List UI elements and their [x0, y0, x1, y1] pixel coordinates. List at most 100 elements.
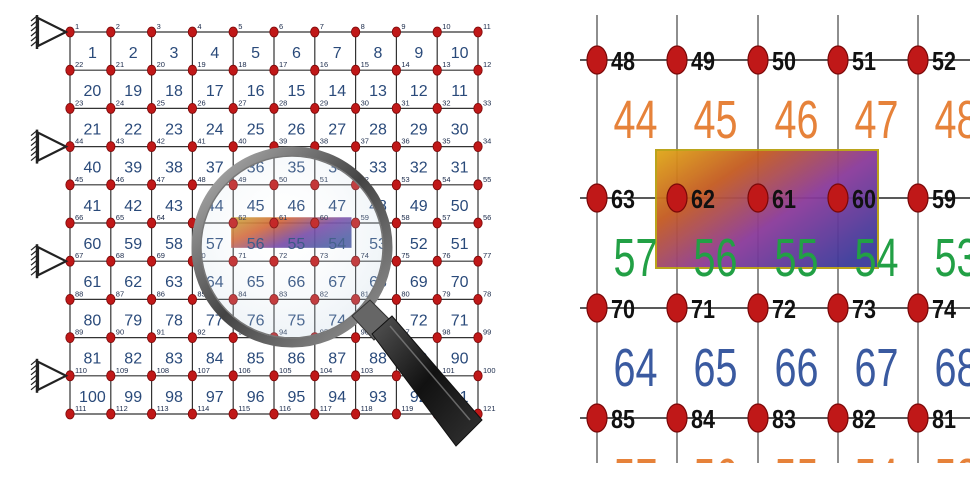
- node-number: 46: [116, 175, 124, 184]
- node-marker: [65, 103, 75, 114]
- node-marker: [187, 179, 197, 191]
- node-marker: [106, 217, 116, 229]
- element-number: 79: [124, 312, 142, 329]
- node-number: 61: [772, 184, 796, 214]
- element-number: 85: [247, 351, 265, 368]
- node-marker: [187, 103, 197, 114]
- node-marker: [432, 103, 442, 114]
- node-number: 112: [116, 404, 128, 413]
- element-number: 88: [369, 351, 387, 368]
- node-number: 98: [442, 328, 450, 337]
- node-number: 18: [238, 60, 246, 69]
- node-marker: [391, 103, 401, 114]
- node-number: 77: [483, 251, 491, 260]
- node-marker: [310, 26, 320, 38]
- node-marker: [187, 293, 197, 305]
- element-number: 33: [369, 160, 387, 177]
- node-marker: [586, 403, 608, 433]
- node-number: 82: [852, 404, 876, 434]
- node-number: 70: [611, 294, 635, 324]
- element-number: 54: [855, 448, 899, 488]
- node-number: 10: [442, 22, 450, 31]
- node-marker: [432, 255, 442, 267]
- node-number: 49: [691, 46, 715, 76]
- node-number: 50: [772, 46, 796, 76]
- node-marker: [391, 141, 401, 153]
- node-number: 85: [611, 404, 635, 434]
- node-number: 55: [483, 175, 491, 184]
- node-marker: [391, 217, 401, 229]
- node-number: 43: [116, 137, 124, 146]
- element-number: 37: [206, 160, 224, 177]
- node-number: 51: [852, 46, 876, 76]
- node-marker: [827, 403, 849, 433]
- node-number: 30: [361, 98, 369, 107]
- node-marker: [106, 179, 116, 191]
- node-number: 80: [401, 289, 409, 298]
- node-number: 11: [483, 22, 491, 31]
- node-number: 31: [401, 98, 409, 107]
- node-number: 83: [772, 404, 796, 434]
- element-number: 40: [84, 160, 102, 177]
- node-marker: [147, 293, 157, 305]
- node-number: 9: [401, 22, 405, 31]
- node-marker: [827, 183, 849, 213]
- node-marker: [106, 141, 116, 153]
- node-number: 20: [157, 60, 165, 69]
- element-number: 1: [88, 45, 97, 62]
- element-number: 60: [84, 236, 102, 253]
- element-number: 47: [855, 90, 899, 150]
- node-marker: [106, 408, 116, 420]
- node-marker: [473, 141, 483, 153]
- node-number: 47: [157, 175, 165, 184]
- node-marker: [147, 217, 157, 229]
- element-number: 96: [247, 389, 265, 406]
- element-number: 13: [369, 83, 387, 100]
- node-number: 37: [361, 137, 369, 146]
- node-number: 74: [932, 294, 956, 324]
- element-number: 59: [124, 236, 142, 253]
- node-number: 5: [238, 22, 242, 31]
- element-number: 51: [451, 236, 469, 253]
- node-number: 69: [157, 251, 165, 260]
- node-number: 27: [238, 98, 246, 107]
- node-marker: [269, 370, 279, 382]
- magnifying-glass-icon: [191, 146, 483, 447]
- element-number: 50: [451, 198, 469, 215]
- element-number: 30: [451, 121, 469, 138]
- node-number: 67: [75, 251, 83, 260]
- element-number: 43: [165, 198, 183, 215]
- node-number: 81: [932, 404, 956, 434]
- node-number: 86: [157, 289, 165, 298]
- element-number: 5: [251, 45, 260, 62]
- element-number: 28: [369, 121, 387, 138]
- node-number: 41: [197, 137, 205, 146]
- element-number: 41: [84, 198, 102, 215]
- element-number: 77: [206, 312, 224, 329]
- node-marker: [65, 217, 75, 229]
- fixed-support-icon: [30, 244, 69, 279]
- element-number: 22: [124, 121, 142, 138]
- node-number: 56: [483, 213, 491, 222]
- element-number: 84: [206, 351, 224, 368]
- node-number: 85: [197, 289, 205, 298]
- element-number: 27: [328, 121, 346, 138]
- node-marker: [432, 64, 442, 76]
- node-number: 84: [691, 404, 715, 434]
- element-number: 46: [775, 90, 819, 150]
- node-number: 36: [401, 137, 409, 146]
- node-marker: [432, 332, 442, 344]
- element-number: 18: [165, 83, 183, 100]
- node-marker: [666, 183, 688, 213]
- node-marker: [228, 370, 238, 382]
- element-number: 4: [210, 45, 219, 62]
- element-number: 31: [451, 160, 469, 177]
- node-number: 110: [75, 366, 87, 375]
- node-marker: [432, 179, 442, 191]
- node-number: 26: [197, 98, 205, 107]
- element-number: 93: [369, 389, 387, 406]
- node-marker: [391, 408, 401, 420]
- element-number: 100: [79, 389, 106, 406]
- node-number: 25: [157, 98, 165, 107]
- node-number: 42: [157, 137, 165, 146]
